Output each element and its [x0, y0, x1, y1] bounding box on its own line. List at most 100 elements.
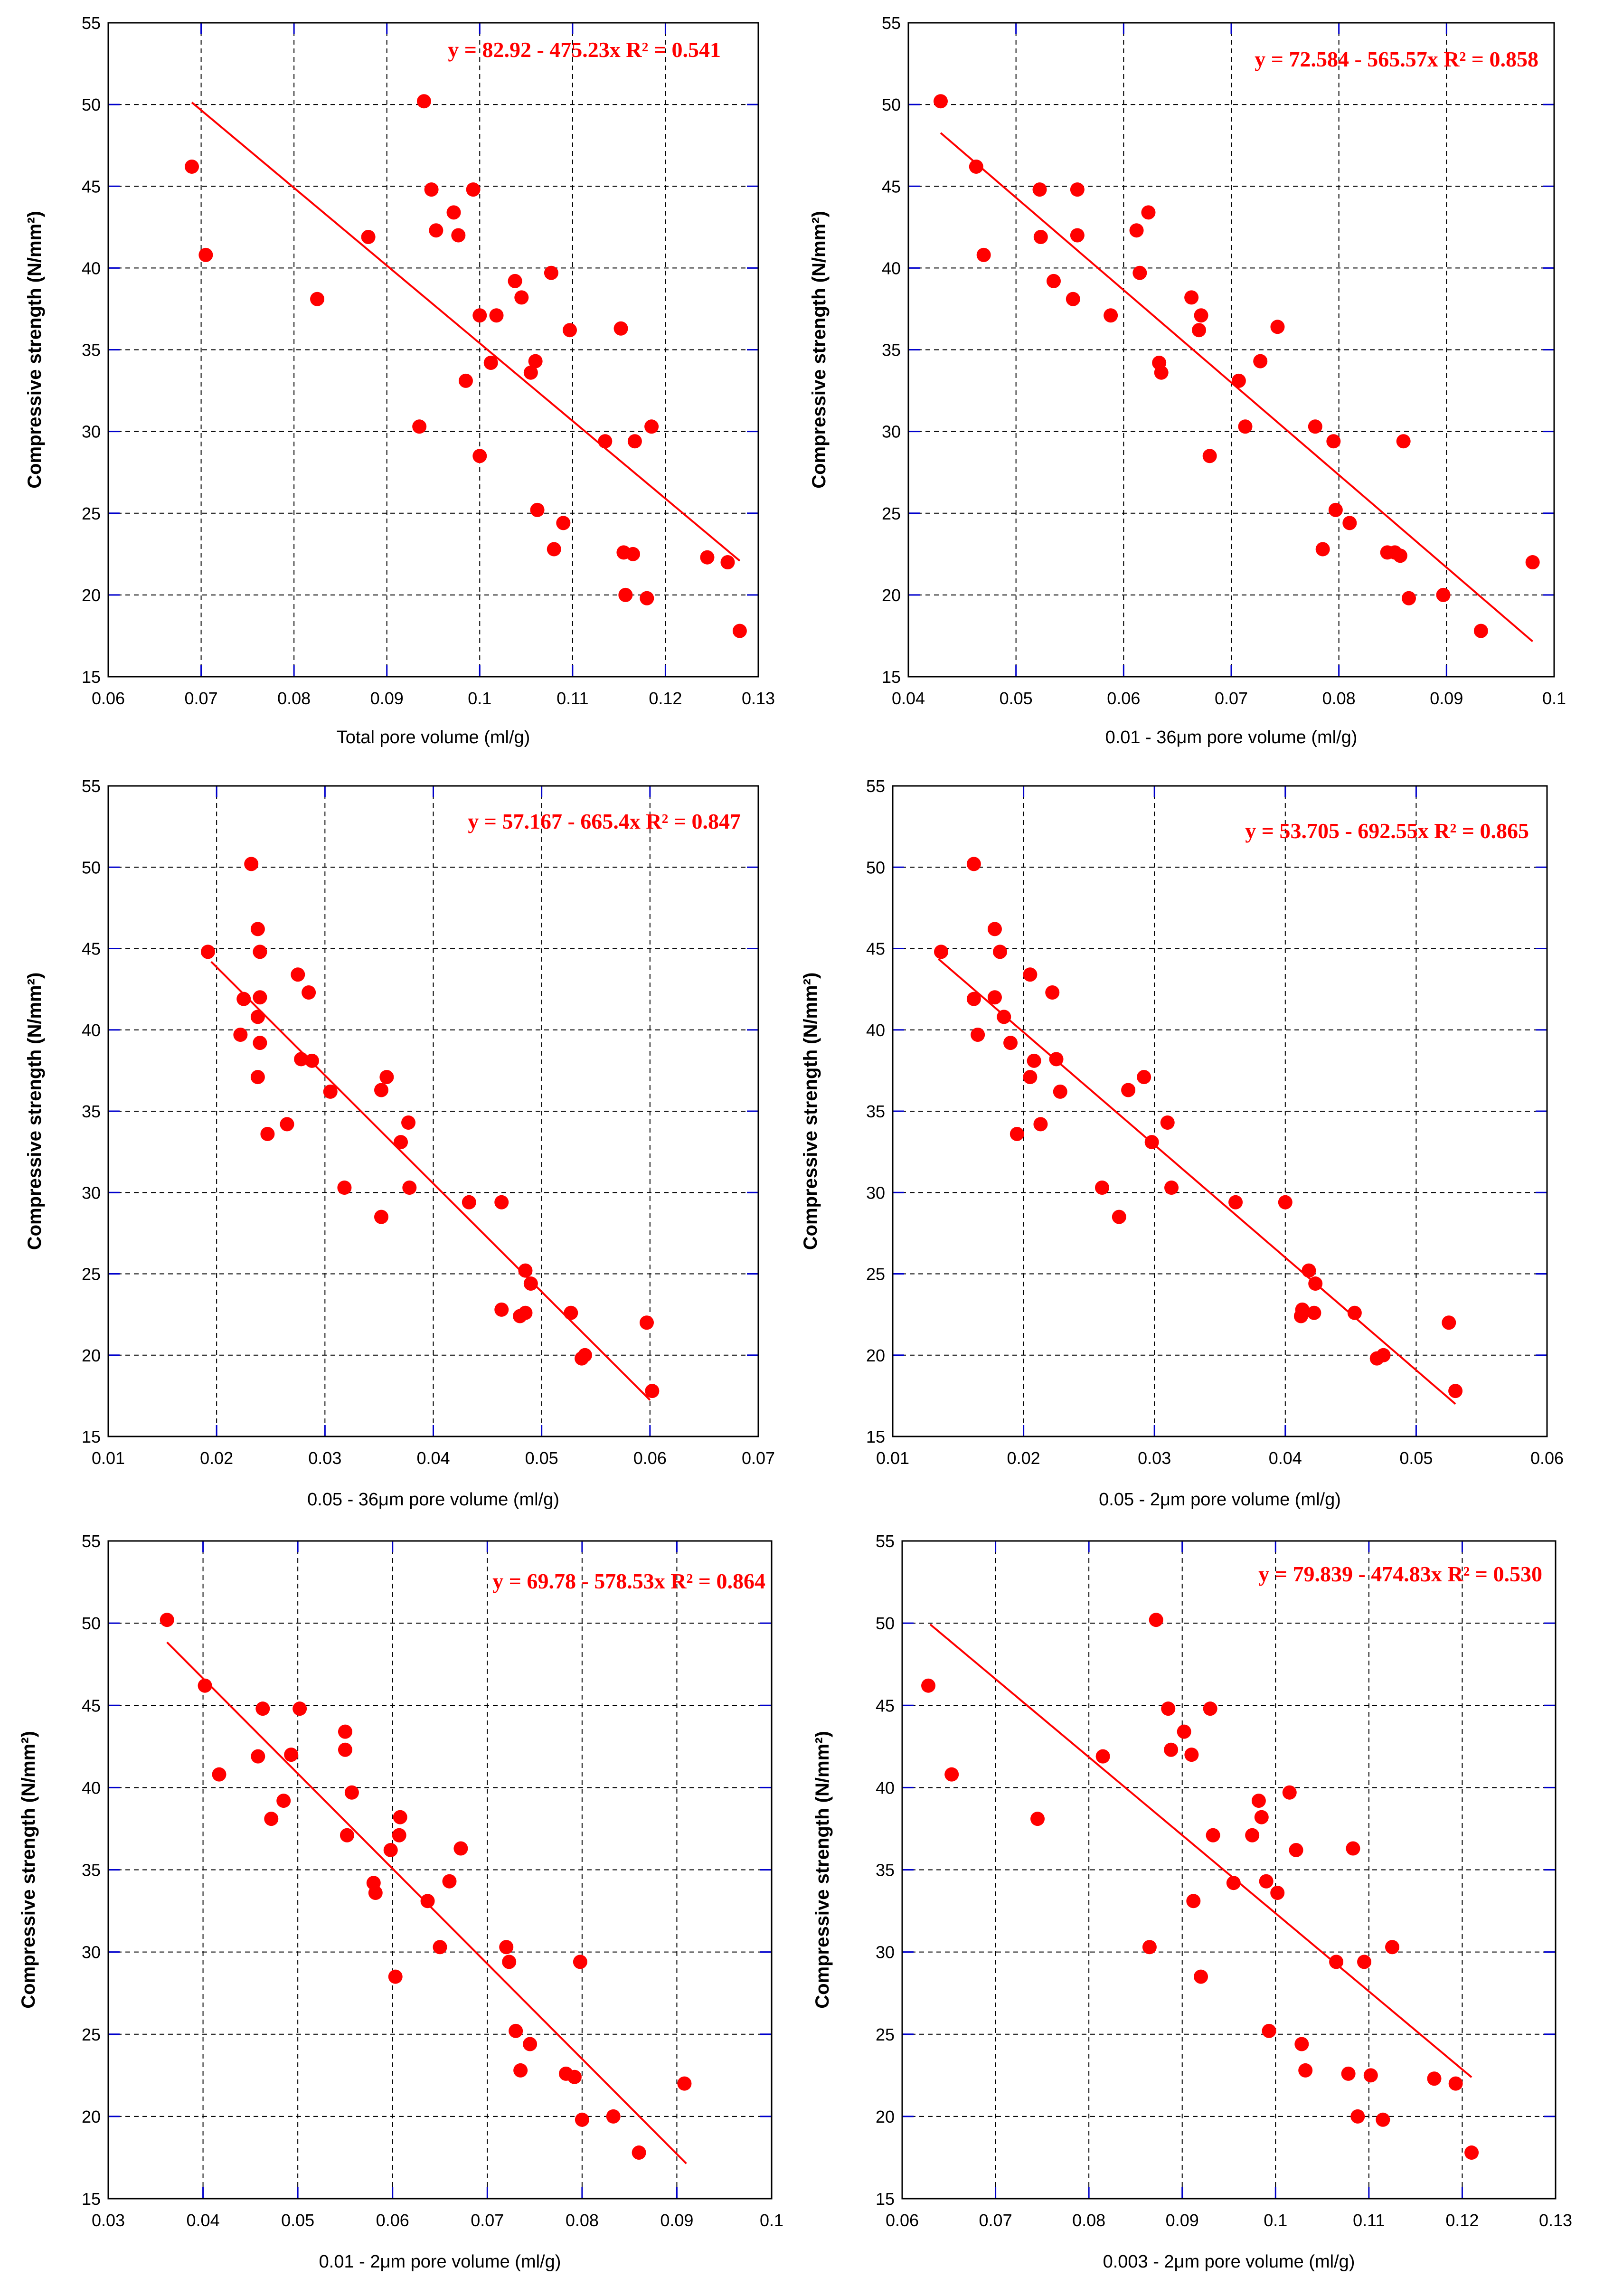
data-point [1070, 182, 1085, 197]
data-point [251, 1749, 265, 1764]
x-tick-label: 0.08 [277, 689, 311, 708]
plot-frame [107, 1540, 773, 2200]
y-tick-label: 30 [82, 1183, 101, 1202]
data-point [1094, 1180, 1109, 1195]
x-tick-label: 0.1 [760, 2211, 783, 2230]
data-point [1228, 1195, 1243, 1209]
data-point [250, 922, 265, 936]
y-tick-label: 15 [866, 1427, 885, 1446]
data-point [1525, 555, 1540, 570]
y-tick-label: 45 [882, 177, 901, 196]
data-point [644, 419, 659, 434]
data-point [1161, 1701, 1176, 1716]
data-point [198, 1678, 212, 1693]
data-point [1278, 1195, 1293, 1209]
x-tick-label: 0.08 [566, 2211, 599, 2230]
data-point [276, 1794, 291, 1808]
x-tick-label: 0.09 [1430, 689, 1463, 708]
data-point [523, 365, 538, 380]
data-point [508, 274, 522, 288]
data-point [253, 945, 267, 959]
data-point [494, 1302, 509, 1317]
data-point [700, 550, 715, 565]
data-point [453, 1841, 468, 1856]
data-point [1326, 434, 1341, 449]
data-point [416, 94, 431, 109]
data-point [632, 2145, 646, 2160]
data-point [1328, 502, 1343, 517]
data-point [284, 1748, 299, 1762]
y-tick-label: 30 [882, 422, 901, 442]
x-tick-label: 0.05 [525, 1448, 558, 1468]
data-point [562, 323, 577, 338]
x-tick-label: 0.06 [376, 2211, 409, 2230]
data-point [1357, 1955, 1372, 1969]
data-point [1442, 1315, 1456, 1330]
data-point [645, 1384, 660, 1398]
y-tick-label: 15 [82, 2189, 101, 2209]
data-point [1396, 434, 1411, 449]
x-tick-label: 0.04 [416, 1448, 450, 1468]
y-tick-label: 55 [876, 1531, 895, 1551]
data-point [1427, 2071, 1442, 2086]
data-point [250, 1010, 265, 1024]
data-point [233, 1028, 248, 1042]
data-point [1262, 2023, 1276, 2038]
y-tick-label: 45 [82, 939, 101, 959]
plot-frame [901, 1540, 1557, 2200]
data-point [302, 985, 316, 1000]
data-point [1033, 229, 1048, 244]
regression-line [929, 1624, 1472, 2078]
data-point [1045, 985, 1060, 1000]
y-tick-label: 55 [82, 776, 101, 796]
data-point [1238, 419, 1253, 434]
y-axis-label: Compressive strength (N/mm²) [24, 211, 45, 489]
data-point [1104, 308, 1118, 323]
data-point [523, 1276, 538, 1291]
data-point [969, 159, 983, 174]
x-tick-label: 0.01 [92, 1448, 125, 1468]
data-point [337, 1180, 352, 1195]
regression-equation: y = 82.92 - 475.23x R² = 0.541 [448, 38, 721, 62]
x-tick-label: 0.13 [1539, 2211, 1572, 2230]
data-point [420, 1894, 435, 1909]
y-tick-label: 45 [876, 1696, 895, 1715]
x-tick-label: 0.01 [876, 1448, 909, 1468]
data-point [1315, 542, 1330, 557]
data-point [1448, 2076, 1463, 2091]
data-point [1032, 182, 1047, 197]
y-tick-label: 40 [82, 1020, 101, 1040]
data-point [1206, 1828, 1220, 1842]
data-point [160, 1613, 174, 1627]
regression-line [210, 961, 651, 1401]
data-point [1149, 1613, 1163, 1627]
y-axis-label: Compressive strength (N/mm²) [18, 1731, 39, 2009]
y-tick-label: 35 [82, 340, 101, 360]
x-axis-label: 0.05 - 2μm pore volume (ml/g) [1099, 1490, 1341, 1510]
data-point [472, 449, 487, 463]
x-tick-label: 0.1 [1542, 689, 1566, 708]
x-tick-label: 0.06 [92, 689, 125, 708]
y-tick-label: 15 [882, 667, 901, 687]
data-point [304, 1053, 319, 1068]
data-point [1033, 1117, 1048, 1132]
data-point [1141, 205, 1156, 220]
data-point [338, 1724, 352, 1739]
data-point [677, 2076, 692, 2091]
data-point [1112, 1209, 1126, 1224]
data-point [1376, 1348, 1391, 1362]
data-point [264, 1812, 279, 1826]
y-axis-label: Compressive strength (N/mm²) [812, 1731, 833, 2009]
x-tick-label: 0.08 [1072, 2211, 1105, 2230]
y-tick-label: 40 [866, 1020, 885, 1040]
data-point [1376, 2112, 1390, 2127]
data-point [294, 1052, 309, 1067]
chart-2: 0.04 0.05 0.06 0.07 0.08 0.09 0.1 15 20 25 30 35 40 4… [809, 13, 1566, 747]
data-point [244, 857, 259, 871]
x-tick-label: 0.07 [742, 1448, 775, 1468]
data-point [987, 990, 1002, 1005]
x-tick-label: 0.09 [660, 2211, 693, 2230]
y-axis-label: Compressive strength (N/mm²) [24, 973, 45, 1250]
data-point [1027, 1053, 1041, 1068]
